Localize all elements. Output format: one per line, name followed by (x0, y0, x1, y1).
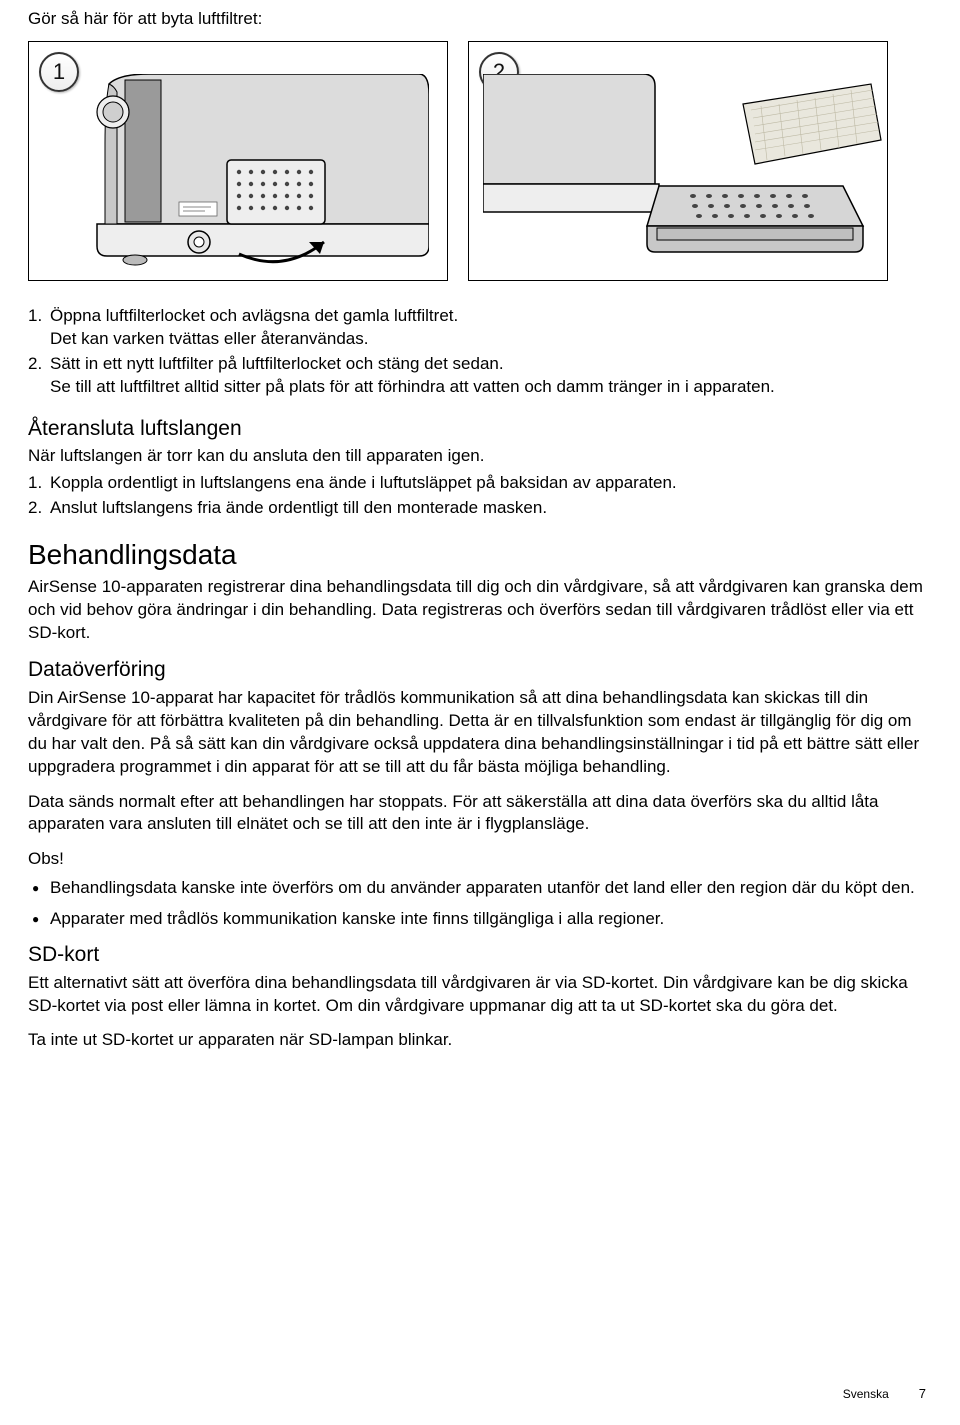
list-item: 2. Anslut luftslangens fria ände ordentl… (28, 497, 930, 520)
intro-text: Gör så här för att byta luftfiltret: (28, 8, 930, 31)
list-text: Behandlingsdata kanske inte överförs om … (50, 877, 915, 900)
heading-sd-card: SD-kort (28, 941, 930, 969)
list-text: Apparater med trådlös kommunikation kans… (50, 908, 664, 931)
list-text: Öppna luftfilterlocket och avlägsna det … (50, 305, 458, 351)
paragraph: Ta inte ut SD-kortet ur apparaten när SD… (28, 1029, 930, 1052)
list-text: Koppla ordentligt in luftslangens ena än… (50, 472, 677, 495)
device-illustration-2 (483, 74, 883, 269)
footer-language: Svenska (843, 1386, 889, 1402)
list-number: 1. (28, 305, 50, 351)
bullet-icon: ● (32, 877, 50, 900)
list-item: 1. Öppna luftfilterlocket och avlägsna d… (28, 305, 930, 351)
figure-2: 2 (468, 41, 888, 281)
figure-1: 1 (28, 41, 448, 281)
bullet-icon: ● (32, 908, 50, 931)
paragraph: Data sänds normalt efter att behandlinge… (28, 791, 930, 837)
paragraph: Din AirSense 10-apparat har kapacitet fö… (28, 687, 930, 779)
paragraph: När luftslangen är torr kan du ansluta d… (28, 445, 930, 468)
page-footer: Svenska 7 (843, 1385, 926, 1403)
heading-reconnect: Återansluta luftslangen (28, 415, 930, 443)
heading-data-transfer: Dataöverföring (28, 656, 930, 684)
list-number: 1. (28, 472, 50, 495)
list-number: 2. (28, 497, 50, 520)
list-number: 2. (28, 353, 50, 399)
list-item: 1. Koppla ordentligt in luftslangens ena… (28, 472, 930, 495)
list-item: ● Apparater med trådlös kommunikation ka… (28, 908, 930, 931)
heading-treatment-data: Behandlingsdata (28, 536, 930, 574)
numbered-list-1: 1. Öppna luftfilterlocket och avlägsna d… (28, 305, 930, 399)
step-badge-1: 1 (39, 52, 79, 92)
list-text: Anslut luftslangens fria ände ordentligt… (50, 497, 547, 520)
list-text: Sätt in ett nytt luftfilter på luftfilte… (50, 353, 775, 399)
numbered-list-2: 1. Koppla ordentligt in luftslangens ena… (28, 472, 930, 520)
list-item: 2. Sätt in ett nytt luftfilter på luftfi… (28, 353, 930, 399)
footer-page-number: 7 (919, 1385, 926, 1403)
device-illustration-1 (89, 74, 429, 269)
note-label: Obs! (28, 848, 930, 871)
paragraph: AirSense 10-apparaten registrerar dina b… (28, 576, 930, 645)
list-item: ● Behandlingsdata kanske inte överförs o… (28, 877, 930, 900)
figure-row: 1 (28, 41, 930, 281)
paragraph: Ett alternativt sätt att överföra dina b… (28, 972, 930, 1018)
bullet-list: ● Behandlingsdata kanske inte överförs o… (28, 877, 930, 931)
